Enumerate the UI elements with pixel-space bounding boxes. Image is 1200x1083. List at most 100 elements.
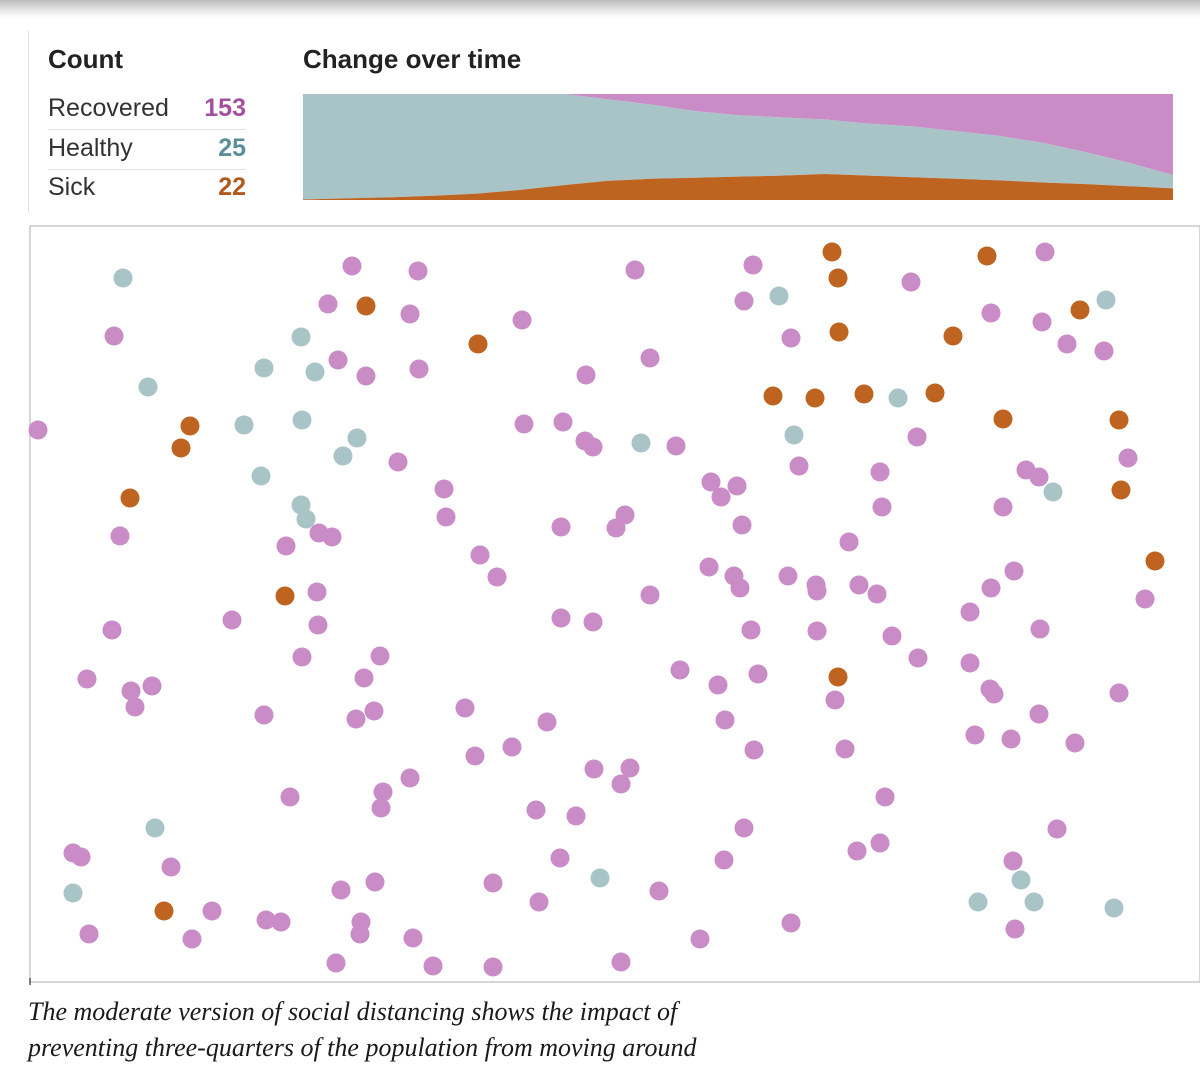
sick-dot bbox=[828, 268, 848, 288]
recovered-dot bbox=[434, 479, 454, 499]
recovered-dot bbox=[1047, 819, 1067, 839]
recovered-dot bbox=[640, 585, 660, 605]
recovered-dot bbox=[908, 648, 928, 668]
sick-dot bbox=[1111, 480, 1131, 500]
recovered-dot bbox=[79, 924, 99, 944]
recovered-dot bbox=[400, 768, 420, 788]
healthy-dot bbox=[1011, 870, 1031, 890]
population-scatter bbox=[28, 225, 1200, 985]
healthy-dot bbox=[63, 883, 83, 903]
recovered-dot bbox=[161, 857, 181, 877]
caption: The moderate version of social distancin… bbox=[28, 994, 1188, 1066]
recovered-dot bbox=[121, 681, 141, 701]
recovered-dot bbox=[981, 303, 1001, 323]
recovered-dot bbox=[354, 668, 374, 688]
recovered-dot bbox=[741, 620, 761, 640]
recovered-dot bbox=[901, 272, 921, 292]
recovered-dot bbox=[371, 798, 391, 818]
recovered-dot bbox=[847, 841, 867, 861]
recovered-dot bbox=[778, 566, 798, 586]
recovered-dot bbox=[202, 901, 222, 921]
recovered-dot bbox=[640, 348, 660, 368]
recovered-dot bbox=[356, 366, 376, 386]
recovered-dot bbox=[71, 847, 91, 867]
row-divider bbox=[48, 129, 246, 130]
healthy-dot bbox=[888, 388, 908, 408]
recovered-dot bbox=[403, 928, 423, 948]
recovered-dot bbox=[789, 456, 809, 476]
recovered-dot bbox=[1030, 619, 1050, 639]
recovered-dot bbox=[1029, 704, 1049, 724]
recovered-dot bbox=[907, 427, 927, 447]
recovered-dot bbox=[254, 705, 274, 725]
count-row-sick: Sick 22 bbox=[48, 168, 246, 206]
recovered-dot bbox=[28, 420, 48, 440]
recovered-dot bbox=[222, 610, 242, 630]
recovered-dot bbox=[743, 255, 763, 275]
healthy-dot bbox=[1024, 892, 1044, 912]
count-title: Count bbox=[48, 44, 124, 74]
recovered-dot bbox=[1003, 851, 1023, 871]
recovered-dot bbox=[960, 602, 980, 622]
caption-line-1: The moderate version of social distancin… bbox=[28, 997, 678, 1026]
recovered-dot bbox=[781, 913, 801, 933]
recovered-dot bbox=[872, 497, 892, 517]
healthy-dot bbox=[347, 428, 367, 448]
recovered-dot bbox=[551, 517, 571, 537]
recovered-dot bbox=[102, 620, 122, 640]
count-row-healthy: Healthy 25 bbox=[48, 129, 246, 167]
recovered-dot bbox=[670, 660, 690, 680]
recovered-dot bbox=[342, 256, 362, 276]
recovered-dot bbox=[142, 676, 162, 696]
recovered-dot bbox=[512, 310, 532, 330]
recovered-dot bbox=[825, 690, 845, 710]
sick-dot bbox=[993, 409, 1013, 429]
recovered-label: Recovered bbox=[48, 93, 169, 122]
healthy-dot bbox=[292, 410, 312, 430]
healthy-dot bbox=[254, 358, 274, 378]
recovered-dot bbox=[690, 929, 710, 949]
healthy-dot bbox=[1104, 898, 1124, 918]
healthy-dot bbox=[784, 425, 804, 445]
sick-dot bbox=[180, 416, 200, 436]
recovered-dot bbox=[839, 532, 859, 552]
recovered-dot bbox=[280, 787, 300, 807]
scatter-frame bbox=[29, 225, 1200, 983]
sick-dot bbox=[356, 296, 376, 316]
recovered-dot bbox=[727, 476, 747, 496]
recovered-dot bbox=[699, 557, 719, 577]
recovered-dot bbox=[583, 437, 603, 457]
change-over-time-chart bbox=[303, 94, 1173, 200]
count-row-recovered: Recovered 153 bbox=[48, 89, 246, 127]
recovered-dot bbox=[388, 452, 408, 472]
recovered-dot bbox=[182, 929, 202, 949]
recovered-dot bbox=[436, 507, 456, 527]
recovered-dot bbox=[365, 872, 385, 892]
recovered-dot bbox=[730, 578, 750, 598]
healthy-dot bbox=[631, 433, 651, 453]
recovered-dot bbox=[104, 326, 124, 346]
recovered-dot bbox=[318, 294, 338, 314]
recovered-dot bbox=[529, 892, 549, 912]
recovered-dot bbox=[734, 818, 754, 838]
recovered-dot bbox=[807, 621, 827, 641]
top-shadow bbox=[0, 0, 1200, 18]
sick-dot bbox=[925, 383, 945, 403]
sick-dot bbox=[854, 384, 874, 404]
recovered-dot bbox=[611, 774, 631, 794]
recovered-dot bbox=[1035, 242, 1055, 262]
recovered-dot bbox=[1057, 334, 1077, 354]
recovered-dot bbox=[649, 881, 669, 901]
recovered-dot bbox=[849, 575, 869, 595]
sick-area bbox=[303, 174, 1173, 200]
recovered-dot bbox=[984, 684, 1004, 704]
healthy-dot bbox=[1096, 290, 1116, 310]
healthy-dot bbox=[590, 868, 610, 888]
recovered-dot bbox=[537, 712, 557, 732]
sick-dot bbox=[822, 242, 842, 262]
healthy-dot bbox=[769, 286, 789, 306]
recovered-dot bbox=[744, 740, 764, 760]
recovered-dot bbox=[465, 746, 485, 766]
panel-left-border bbox=[28, 30, 29, 212]
recovered-dot bbox=[1065, 733, 1085, 753]
